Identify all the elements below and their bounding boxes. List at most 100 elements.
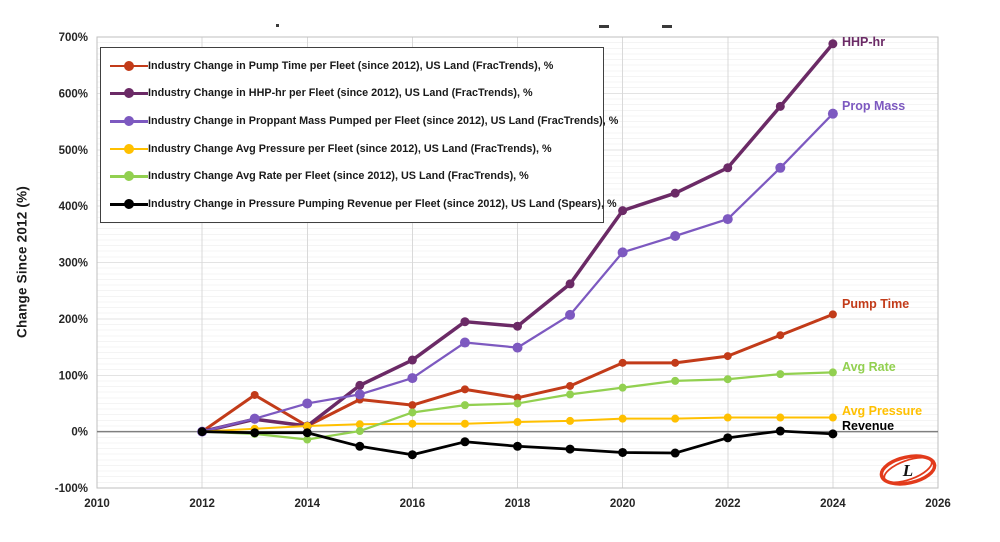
data-point-revenue xyxy=(618,447,628,457)
legend-item-avg-rate: Industry Change Avg Rate per Fleet (sinc… xyxy=(110,163,599,189)
data-point-hhp-hr xyxy=(723,163,733,173)
data-point-avg-pressure xyxy=(618,414,627,423)
legend-marker-avg-pressure xyxy=(110,143,148,154)
data-point-avg-pressure xyxy=(566,416,575,425)
cropped-title-fragment xyxy=(276,24,279,27)
legend-label: Industry Change Avg Rate per Fleet (sinc… xyxy=(148,170,529,183)
legend-marker-revenue xyxy=(110,199,148,210)
data-point-avg-rate xyxy=(566,390,575,399)
data-point-prop-mass xyxy=(565,309,576,320)
y-tick-label: 500% xyxy=(59,145,88,157)
data-point-pump-time xyxy=(671,358,680,367)
data-point-avg-pressure xyxy=(828,413,837,422)
legend-item-hhp-hr: Industry Change in HHP-hr per Fleet (sin… xyxy=(110,80,599,106)
x-tick-label: 2016 xyxy=(400,498,426,510)
data-point-avg-pressure xyxy=(303,421,312,430)
data-point-prop-mass xyxy=(670,231,681,242)
data-point-prop-mass xyxy=(617,247,628,258)
legend-item-avg-pressure: Industry Change Avg Pressure per Fleet (… xyxy=(110,136,599,162)
y-tick-label: 300% xyxy=(59,258,88,270)
x-tick-label: 2024 xyxy=(820,498,846,510)
data-point-avg-rate xyxy=(513,399,522,408)
data-point-revenue xyxy=(407,450,417,460)
x-tick-label: 2012 xyxy=(189,498,215,510)
legend-marker-pump-time xyxy=(110,60,148,71)
x-tick-label: 2018 xyxy=(505,498,531,510)
data-point-avg-pressure xyxy=(776,413,785,422)
logo-letter-L: L xyxy=(902,461,913,480)
data-point-avg-rate xyxy=(618,383,627,392)
data-point-avg-rate xyxy=(776,370,785,379)
data-point-avg-pressure xyxy=(723,413,732,422)
data-point-prop-mass xyxy=(775,162,786,173)
data-point-revenue xyxy=(250,428,260,438)
data-point-revenue xyxy=(513,441,522,451)
data-point-hhp-hr xyxy=(565,279,575,289)
data-point-pump-time xyxy=(566,381,575,390)
series-end-label-hhp-hr: HHP-hr xyxy=(842,35,886,49)
y-tick-label: 200% xyxy=(59,314,88,326)
y-tick-label: 100% xyxy=(59,370,88,382)
data-point-avg-pressure xyxy=(408,419,417,428)
data-point-pump-time xyxy=(776,331,785,340)
legend-item-revenue: Industry Change in Pressure Pumping Reve… xyxy=(110,191,617,217)
plot-border xyxy=(96,36,939,489)
data-point-pump-time xyxy=(250,390,259,399)
legend-item-pump-time: Industry Change in Pump Time per Fleet (… xyxy=(110,53,599,79)
data-point-avg-rate xyxy=(460,401,469,410)
y-tick-label: 400% xyxy=(59,201,88,213)
data-point-avg-rate xyxy=(408,408,417,417)
y-axis-title: Change Since 2012 (%) xyxy=(14,185,30,339)
data-point-pump-time xyxy=(408,401,417,410)
data-point-pump-time xyxy=(460,385,469,394)
data-point-avg-pressure xyxy=(460,419,469,428)
y-tick-label: -100% xyxy=(55,483,88,495)
data-point-hhp-hr xyxy=(670,188,680,198)
legend-marker-hhp-hr xyxy=(110,88,148,99)
data-point-hhp-hr xyxy=(460,317,470,327)
legend-label: Industry Change in Proppant Mass Pumped … xyxy=(148,115,619,128)
x-tick-label: 2010 xyxy=(84,498,110,510)
data-point-revenue xyxy=(723,433,733,443)
data-point-prop-mass xyxy=(827,108,838,119)
legend-item-prop-mass: Industry Change in Proppant Mass Pumped … xyxy=(110,108,618,134)
data-point-prop-mass xyxy=(302,398,313,409)
data-point-prop-mass xyxy=(512,342,523,353)
data-point-hhp-hr xyxy=(775,101,785,111)
data-point-pump-time xyxy=(618,358,627,367)
series-end-label-pump-time: Pump Time xyxy=(842,297,910,311)
legend-label: Industry Change in HHP-hr per Fleet (sin… xyxy=(148,87,533,100)
data-point-prop-mass xyxy=(459,337,470,348)
data-point-avg-rate xyxy=(355,427,364,436)
y-tick-label: 0% xyxy=(71,427,88,439)
series-end-label-prop-mass: Prop Mass xyxy=(842,99,906,113)
chart-legend: Industry Change in Pump Time per Fleet (… xyxy=(100,47,618,223)
data-point-avg-pressure xyxy=(355,420,364,429)
legend-marker-avg-rate xyxy=(110,171,148,182)
data-point-hhp-hr xyxy=(407,355,417,365)
x-tick-label: 2014 xyxy=(294,498,320,510)
data-point-revenue xyxy=(565,444,575,454)
data-point-pump-time xyxy=(513,393,522,402)
y-tick-label: 700% xyxy=(59,32,88,44)
series-end-label-avg-pressure: Avg Pressure xyxy=(842,404,923,418)
x-tick-label: 2020 xyxy=(610,498,636,510)
data-point-prop-mass xyxy=(407,373,418,384)
data-point-revenue xyxy=(302,428,312,438)
legend-marker-prop-mass xyxy=(110,116,148,127)
legend-label: Industry Change in Pressure Pumping Reve… xyxy=(148,198,617,211)
cropped-title-fragment xyxy=(599,25,609,28)
y-tick-label: 600% xyxy=(59,88,88,100)
data-point-revenue xyxy=(460,437,470,447)
legend-label: Industry Change Avg Pressure per Fleet (… xyxy=(148,142,552,155)
data-point-avg-rate xyxy=(671,376,680,385)
data-point-avg-rate xyxy=(828,368,837,377)
data-point-revenue xyxy=(197,427,207,437)
data-point-pump-time xyxy=(723,352,732,361)
x-tick-label: 2022 xyxy=(715,498,741,510)
data-point-revenue xyxy=(355,441,365,451)
data-point-revenue xyxy=(775,426,785,436)
data-point-hhp-hr xyxy=(828,39,838,49)
data-point-hhp-hr xyxy=(355,380,365,390)
data-point-avg-pressure xyxy=(671,414,680,423)
